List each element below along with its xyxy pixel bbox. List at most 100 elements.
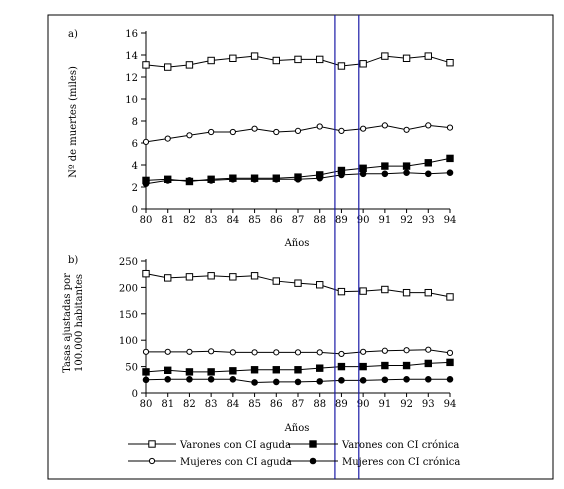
- panel-b-point: [208, 348, 215, 355]
- panel-b-point: [164, 366, 172, 374]
- panel-a-y-tick-label: 16: [125, 29, 138, 40]
- panel-a-point: [229, 176, 237, 183]
- panel-b-plot: 0 50 100 150 200 250 80 81 82 83 84 85 86 87 88 89 90 91 9…: [119, 257, 456, 410]
- panel-a-x-tick-label: 91: [378, 215, 391, 226]
- panel-b-point: [337, 362, 346, 371]
- panel-a-point: [208, 128, 215, 136]
- panel-b-point: [446, 293, 454, 301]
- panel-b-point: [185, 368, 194, 376]
- panel-a-xlabel: Años: [284, 238, 310, 249]
- panel-b-point: [381, 347, 388, 354]
- panel-b-point: [338, 350, 345, 358]
- panel-b-point: [229, 273, 237, 281]
- panel-b-point: [164, 274, 172, 282]
- panel-a-point: [424, 52, 432, 60]
- panel-b-point: [337, 287, 346, 296]
- panel-a-x-tick-label: 85: [248, 215, 261, 226]
- legend-label-varones-aguda: Varones con CI aguda: [179, 440, 291, 451]
- legend-symbol: [148, 440, 156, 448]
- panel-b-point: [142, 376, 150, 384]
- panel-b-point: [425, 346, 432, 353]
- panel-a-point: [229, 128, 236, 136]
- legend-marker-filled-circle: [288, 457, 338, 465]
- panel-b-point: [316, 378, 324, 385]
- panel-b-x-tick-label: 87: [292, 399, 305, 410]
- panel-a-point: [403, 169, 410, 176]
- figure-frame: [47, 14, 554, 480]
- legend-entry-mujeres-cronica: Mujeres con CI crónica: [288, 457, 460, 468]
- panel-a-ylabel: Nº de muertes (miles): [68, 66, 79, 178]
- panel-b-point: [272, 277, 280, 285]
- panel-b-point: [272, 378, 280, 386]
- panel-a-point: [164, 177, 172, 184]
- panel-a-x-tick-label: 81: [161, 215, 174, 226]
- panel-a-x-tick-label: 83: [205, 215, 218, 226]
- panel-a-point: [446, 169, 454, 176]
- panel-a-point: [424, 170, 432, 178]
- panel-a-x-tick-label: 93: [422, 215, 435, 226]
- legend-entry-varones-aguda: Varones con CI aguda: [128, 440, 291, 451]
- panel-a-point: [359, 60, 367, 68]
- panel-a-point: [186, 132, 193, 139]
- panel-a-y-tick-label: 4: [132, 161, 138, 172]
- panel-a-x-tick-label: 86: [270, 215, 283, 226]
- legend-label-mujeres-aguda: Mujeres con CI aguda: [180, 457, 292, 468]
- panel-a-point: [142, 138, 150, 145]
- panel-a-point: [381, 122, 388, 129]
- panel-a-point: [425, 122, 432, 129]
- panel-b: b) Tasas ajustadas por 100.000 habitante…: [62, 255, 456, 434]
- highlight-lines: [334, 15, 360, 479]
- panel-b-y-tick-label: 200: [119, 283, 138, 294]
- panel-b-x-tick-label: 86: [270, 399, 283, 410]
- panel-b-point: [316, 364, 324, 372]
- panel-b-xlabel: Años: [284, 423, 310, 434]
- legend-symbol: [309, 440, 317, 448]
- panel-a-point: [424, 159, 432, 167]
- panel-b-point: [273, 349, 280, 356]
- panel-a-point: [229, 54, 237, 62]
- panel-b-point: [294, 378, 302, 386]
- panel-a-point: [186, 177, 193, 184]
- panel-b-y-tick-label: 250: [119, 257, 138, 268]
- panel-b-point: [316, 349, 323, 356]
- panel-a-point: [381, 52, 389, 60]
- panel-b-point: [142, 348, 150, 355]
- panel-a-y-tick-label: 10: [125, 95, 138, 106]
- panel-a-point: [142, 61, 150, 69]
- panel-b-point: [250, 366, 259, 374]
- panel-a-point: [272, 176, 280, 183]
- panel-b-x-tick-label: 91: [378, 399, 391, 410]
- legend-symbol: [309, 457, 317, 465]
- panel-a-point: [251, 176, 258, 183]
- panel-b-point: [402, 288, 411, 297]
- panel-a-point: [272, 56, 280, 65]
- panel-b-ylabel-line1: Tasas ajustadas por: [62, 273, 73, 373]
- panel-b-point: [359, 287, 367, 295]
- panel-a-point: [273, 128, 280, 136]
- legend-entry-varones-cronica: Varones con CI crónica: [288, 440, 459, 451]
- panel-a-point: [294, 176, 302, 183]
- panel-a-point: [316, 174, 324, 182]
- legend-marker-filled-square: [288, 440, 338, 448]
- panel-a-point: [337, 62, 346, 70]
- panel-b-point: [446, 375, 454, 383]
- panel-a-y-tick-label: 6: [132, 139, 138, 150]
- panel-b-x-tick-label: 83: [205, 399, 218, 410]
- panel-a-y-tick-label: 14: [125, 51, 138, 62]
- panel-b-label: b): [68, 255, 78, 266]
- panel-b-point: [142, 368, 150, 376]
- panel-a: a) Nº de muertes (miles) Años 0 2 4 6 8 10 12 1…: [68, 29, 456, 249]
- panel-a-point: [207, 56, 215, 65]
- panel-b-point: [381, 361, 389, 370]
- panel-a-plot: 0 2 4 6 8 10 12 14 16 80 81 82 83 84 85 86 87 88 89 90 91 92 9…: [125, 29, 456, 226]
- panel-b-point: [207, 272, 215, 280]
- panel-a-point: [402, 162, 411, 170]
- panel-a-y-tick-label: 2: [132, 183, 138, 194]
- panel-b-point: [251, 379, 258, 386]
- panel-a-point: [338, 171, 345, 179]
- panel-b-point: [424, 288, 432, 297]
- legend-symbol: [148, 457, 156, 465]
- panel-a-x-tick-label: 90: [357, 215, 370, 226]
- panel-b-x-tick-label: 93: [422, 399, 435, 410]
- panel-b-point: [381, 285, 389, 294]
